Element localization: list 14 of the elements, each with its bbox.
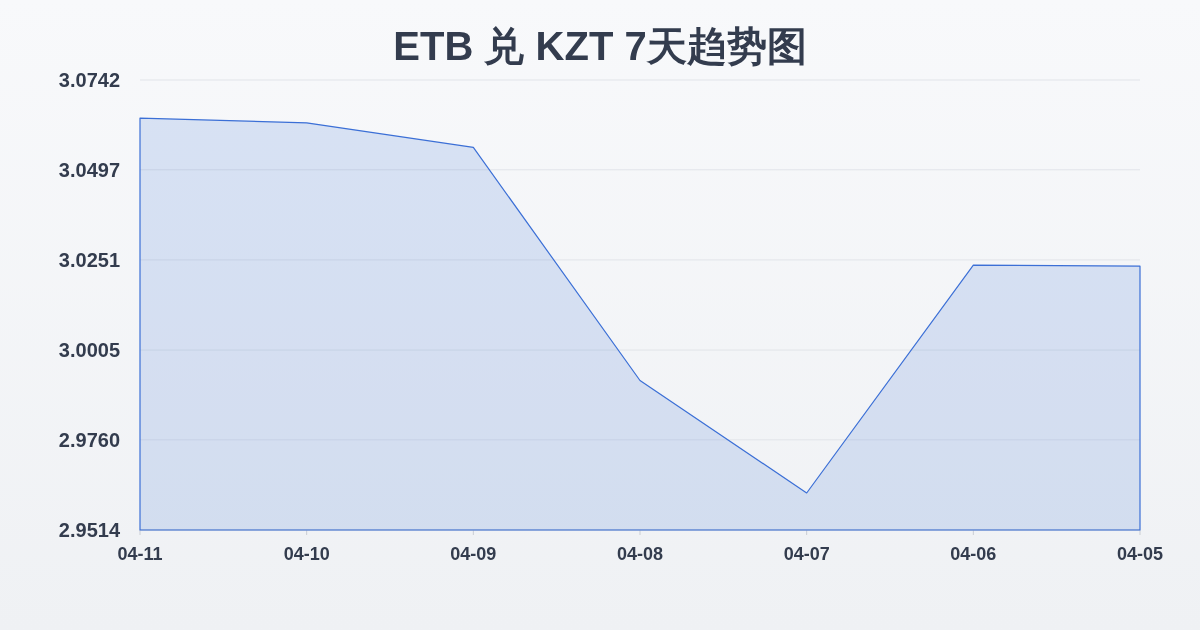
x-tick-label: 04-07 <box>783 544 830 564</box>
x-tick-label: 04-08 <box>616 544 664 564</box>
y-tick-label: 3.0005 <box>58 339 120 362</box>
x-tick-label: 04-11 <box>117 544 163 564</box>
x-tick-label: 04-06 <box>950 544 997 564</box>
y-tick-label: 2.9760 <box>58 428 120 451</box>
y-tick-label: 3.0497 <box>58 158 120 181</box>
y-tick-label: 3.0251 <box>58 248 120 271</box>
y-tick-label: 3.0742 <box>58 69 120 91</box>
y-tick-label: 2.9514 <box>58 519 121 541</box>
x-tick-label: 04-10 <box>283 544 330 564</box>
x-tick-label: 04-09 <box>450 544 497 564</box>
x-tick-label: 04-05 <box>1116 544 1164 564</box>
chart-title: ETB 兑 KZT 7天趋势图 <box>393 24 807 68</box>
